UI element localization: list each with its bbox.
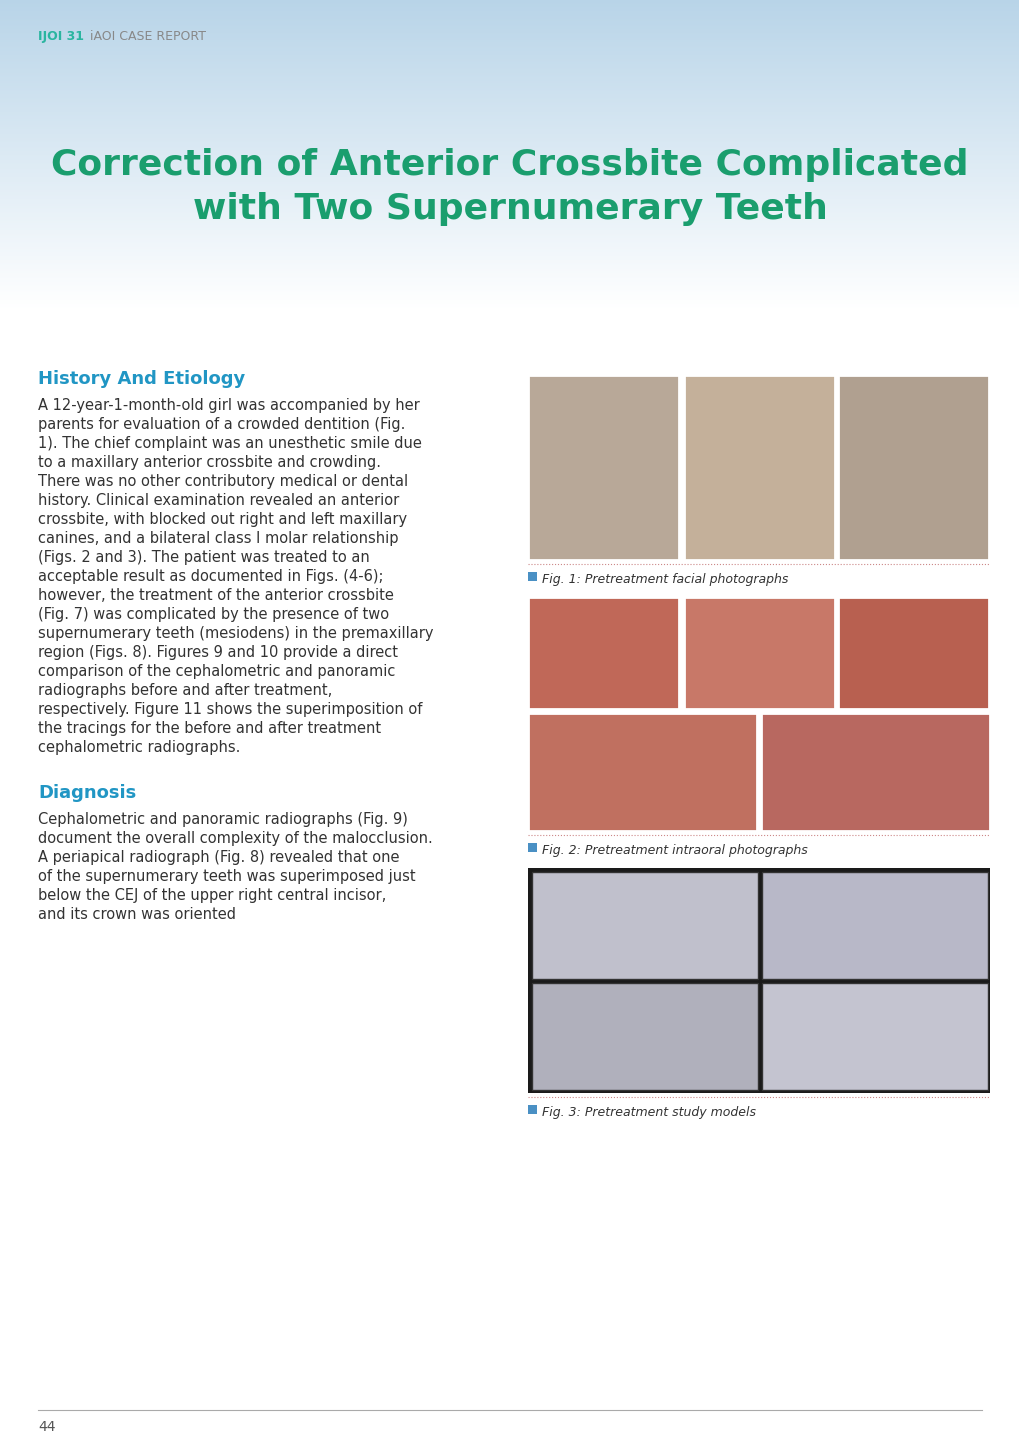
Text: Fig. 2: Pretreatment intraoral photographs: Fig. 2: Pretreatment intraoral photograp…: [541, 844, 807, 857]
Text: canines, and a bilateral class I molar relationship: canines, and a bilateral class I molar r…: [38, 531, 398, 547]
Text: iAOI CASE REPORT: iAOI CASE REPORT: [90, 30, 206, 43]
Text: (Figs. 2 and 3). The patient was treated to an: (Figs. 2 and 3). The patient was treated…: [38, 549, 370, 565]
Text: Correction of Anterior Crossbite Complicated: Correction of Anterior Crossbite Complic…: [51, 149, 968, 182]
Text: Fig. 1: Pretreatment facial photographs: Fig. 1: Pretreatment facial photographs: [541, 572, 788, 585]
Text: Diagnosis: Diagnosis: [38, 784, 137, 802]
FancyBboxPatch shape: [528, 597, 679, 709]
Text: comparison of the cephalometric and panoramic: comparison of the cephalometric and pano…: [38, 663, 395, 679]
FancyBboxPatch shape: [528, 712, 756, 831]
FancyBboxPatch shape: [528, 572, 536, 581]
Text: history. Clinical examination revealed an anterior: history. Clinical examination revealed a…: [38, 493, 398, 508]
FancyBboxPatch shape: [532, 983, 757, 1090]
FancyBboxPatch shape: [838, 597, 988, 709]
FancyBboxPatch shape: [528, 868, 989, 1093]
FancyBboxPatch shape: [838, 375, 988, 559]
Text: and its crown was oriented: and its crown was oriented: [38, 907, 235, 921]
FancyBboxPatch shape: [532, 872, 757, 979]
Text: however, the treatment of the anterior crossbite: however, the treatment of the anterior c…: [38, 588, 393, 603]
FancyBboxPatch shape: [761, 872, 987, 979]
Text: There was no other contributory medical or dental: There was no other contributory medical …: [38, 474, 408, 489]
FancyBboxPatch shape: [684, 597, 835, 709]
FancyBboxPatch shape: [684, 375, 835, 559]
FancyBboxPatch shape: [528, 844, 536, 852]
Text: respectively. Figure 11 shows the superimposition of: respectively. Figure 11 shows the superi…: [38, 702, 422, 717]
Text: (Fig. 7) was complicated by the presence of two: (Fig. 7) was complicated by the presence…: [38, 607, 388, 622]
Text: supernumerary teeth (mesiodens) in the premaxillary: supernumerary teeth (mesiodens) in the p…: [38, 626, 433, 642]
Text: IJOI 31: IJOI 31: [38, 30, 84, 43]
Text: with Two Supernumerary Teeth: with Two Supernumerary Teeth: [193, 192, 826, 226]
FancyBboxPatch shape: [761, 983, 987, 1090]
Text: A 12-year-1-month-old girl was accompanied by her: A 12-year-1-month-old girl was accompani…: [38, 398, 420, 412]
Text: radiographs before and after treatment,: radiographs before and after treatment,: [38, 684, 332, 698]
Text: parents for evaluation of a crowded dentition (Fig.: parents for evaluation of a crowded dent…: [38, 417, 405, 433]
Text: the tracings for the before and after treatment: the tracings for the before and after tr…: [38, 721, 381, 735]
Text: History And Etiology: History And Etiology: [38, 371, 245, 388]
Text: A periapical radiograph (Fig. 8) revealed that one: A periapical radiograph (Fig. 8) reveale…: [38, 849, 399, 865]
Text: region (Figs. 8). Figures 9 and 10 provide a direct: region (Figs. 8). Figures 9 and 10 provi…: [38, 645, 397, 660]
Text: 1). The chief complaint was an unesthetic smile due: 1). The chief complaint was an unestheti…: [38, 435, 422, 451]
Text: document the overall complexity of the malocclusion.: document the overall complexity of the m…: [38, 831, 432, 846]
Text: acceptable result as documented in Figs. (4-6);: acceptable result as documented in Figs.…: [38, 570, 383, 584]
Text: 44: 44: [38, 1420, 55, 1433]
Text: Fig. 3: Pretreatment study models: Fig. 3: Pretreatment study models: [541, 1106, 755, 1119]
Text: below the CEJ of the upper right central incisor,: below the CEJ of the upper right central…: [38, 888, 386, 903]
Text: to a maxillary anterior crossbite and crowding.: to a maxillary anterior crossbite and cr…: [38, 456, 381, 470]
FancyBboxPatch shape: [528, 375, 679, 559]
Text: Cephalometric and panoramic radiographs (Fig. 9): Cephalometric and panoramic radiographs …: [38, 812, 408, 828]
Text: cephalometric radiographs.: cephalometric radiographs.: [38, 740, 240, 756]
Text: of the supernumerary teeth was superimposed just: of the supernumerary teeth was superimpo…: [38, 870, 415, 884]
FancyBboxPatch shape: [760, 712, 989, 831]
Text: crossbite, with blocked out right and left maxillary: crossbite, with blocked out right and le…: [38, 512, 407, 526]
FancyBboxPatch shape: [528, 1105, 536, 1115]
